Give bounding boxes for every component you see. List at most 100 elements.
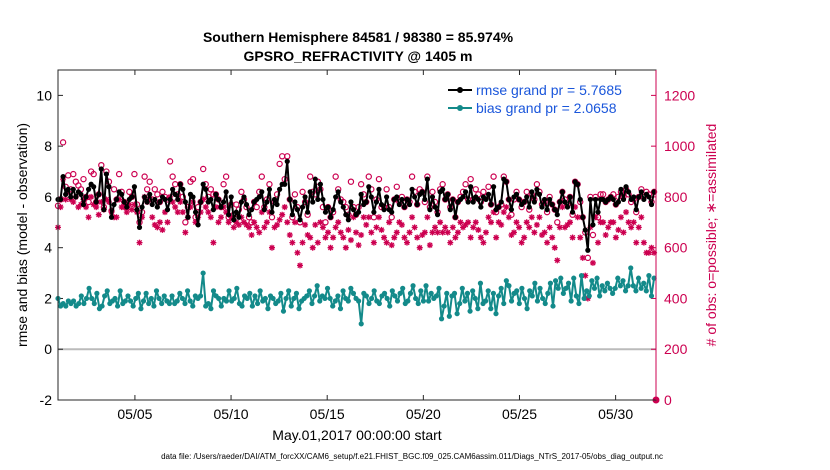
possible-obs-point [126,188,133,196]
rmse-point [238,199,245,205]
assimilated-obs-point [386,219,393,226]
bias-point [286,288,292,294]
rmse-point [475,196,481,203]
rmse-point [180,186,186,192]
bias-point [508,298,515,304]
rmse-point [233,209,239,215]
rmse-point [638,189,644,195]
bias-point [426,298,432,304]
rmse-point [284,158,290,164]
assimilated-obs-point [353,229,360,236]
assimilated-obs-point [251,219,258,226]
rmse-point [648,201,655,208]
possible-obs-point [253,203,260,211]
rmse-point [376,186,382,192]
assimilated-obs-point [289,239,296,246]
rmse-point [582,227,588,233]
bias-point [457,300,463,307]
bias-point [187,298,193,304]
assimilated-obs-point [98,199,105,205]
left-tick-label: 10 [36,87,52,103]
bias-point [102,293,108,299]
assimilated-obs-point [192,219,199,226]
right-tick-label: 1200 [664,87,695,103]
rmse-point [96,191,102,197]
assimilated-obs-point [248,232,255,238]
bias-point [591,285,598,291]
rmse-point [292,199,298,205]
possible-obs-point [70,170,77,178]
bias-point [332,298,338,304]
assimilated-obs-point [414,234,421,241]
bias-point [135,290,141,296]
rmse-point [70,186,76,192]
rmse-point [460,194,466,200]
bias-point [133,295,139,302]
rmse-point [462,189,469,195]
assimilated-obs-point [286,232,293,238]
bias-point [371,288,377,294]
assimilated-obs-point [470,224,477,231]
chart-title: Southern Hemisphere 84581 / 98380 = 85.9… [203,29,514,45]
possible-obs-point [182,219,189,226]
assimilated-obs-point [126,201,133,208]
bias-point [384,295,390,302]
rmse-point [516,196,522,203]
assimilated-obs-point [235,221,242,228]
bias-point [540,295,546,302]
bias-point [151,303,157,309]
bias-point [545,290,551,296]
bias-point [81,300,87,307]
bias-point [146,300,152,307]
assimilated-obs-point [276,216,283,223]
rmse-point [157,199,163,205]
bias-point [475,306,481,312]
assimilated-obs-point [475,226,482,233]
assimilated-obs-point [340,234,347,241]
assimilated-obs-point [393,229,400,236]
possible-obs-point [238,188,245,196]
rmse-point [200,181,206,187]
rmse-point [465,199,471,205]
bias-point [514,288,520,294]
rmse-point [355,209,362,215]
bias-point [169,293,175,299]
bias-point [358,321,364,327]
bias-point [615,275,621,281]
bias-point [547,280,554,286]
rmse-point [371,209,377,215]
bias-point [78,293,84,299]
assimilated-obs-point [500,209,507,216]
bias-point [304,293,310,299]
bias-point [231,295,237,302]
bias-point [607,285,613,291]
assimilated-obs-point [518,239,525,246]
bias-point [550,303,556,309]
rmse-point [269,209,275,215]
assimilated-obs-point [319,224,326,231]
possible-obs-point [154,191,161,198]
bias-point [327,295,333,302]
bias-point [610,290,616,296]
assimilated-obs-point [577,234,584,241]
left-tick-label: 8 [44,138,52,154]
assimilated-obs-point [569,234,576,241]
x-tick-label: 05/25 [502,406,537,422]
bias-point [594,275,600,281]
bias-point [335,293,341,299]
assimilated-obs-point [139,214,146,221]
assimilated-obs-point [172,204,179,211]
rmse-point [63,191,69,197]
rmse-point [534,186,540,192]
bias-point [589,278,595,284]
rmse-point [124,204,130,210]
rmse-point [103,171,109,177]
bias-point [182,300,188,307]
rmse-point [368,194,374,200]
rmse-point [203,186,209,192]
rmse-point [231,217,237,223]
assimilated-obs-point [388,242,395,249]
assimilated-obs-point [304,232,311,238]
bias-point [130,303,136,309]
possible-obs-point [110,186,118,193]
